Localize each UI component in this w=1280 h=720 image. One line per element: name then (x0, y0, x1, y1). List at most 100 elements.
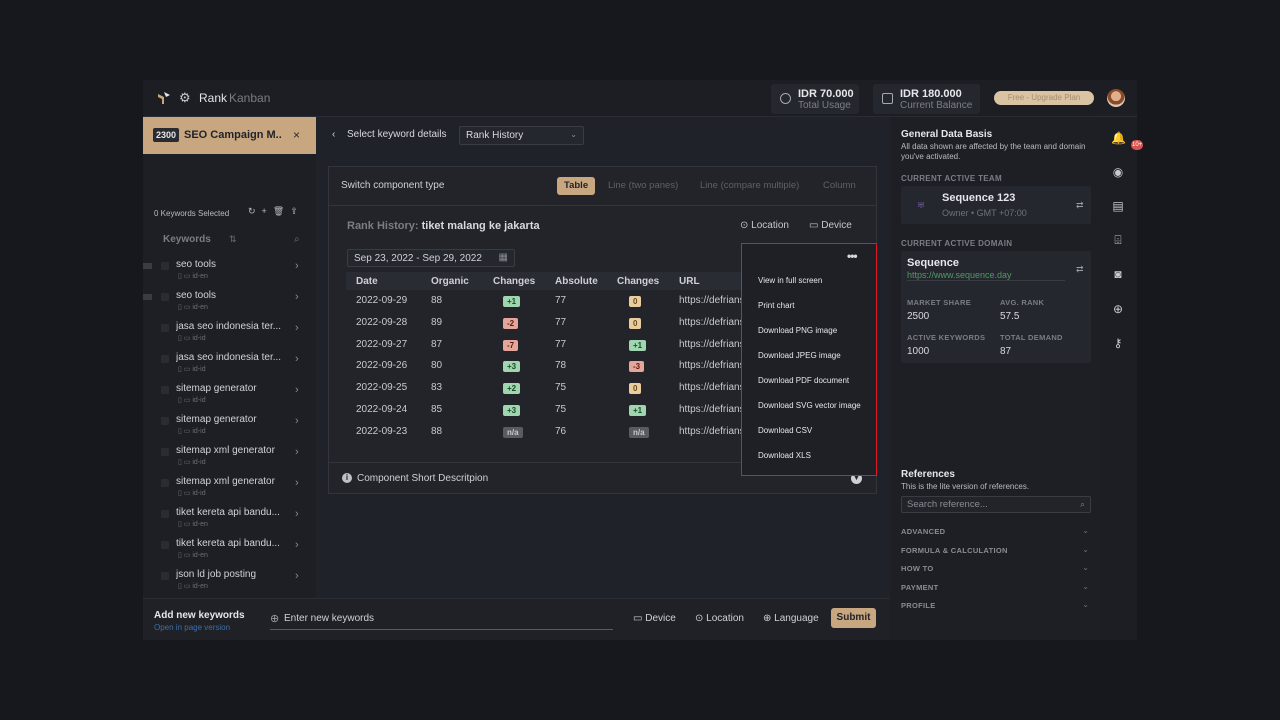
back-chevron-icon[interactable]: ‹ (332, 129, 336, 140)
more-icon[interactable]: ••• (847, 249, 858, 263)
list-item[interactable]: jasa seo indonesia ter... ▯ ▭ id-id › (143, 348, 316, 379)
cell-url[interactable]: https://defriansy (679, 403, 750, 415)
share-icon[interactable]: ⇪ (290, 206, 304, 216)
menu-item[interactable]: Download CSV (758, 426, 813, 435)
accordion-item[interactable]: FORMULA & CALCULATION ⌄ (901, 545, 1091, 559)
undo-icon[interactable]: ↻ (248, 206, 262, 216)
switch-domain-icon[interactable]: ⇄ (1076, 264, 1084, 274)
chevron-right-icon[interactable]: › (295, 446, 299, 458)
cell-url[interactable]: https://defriansy (679, 360, 750, 372)
list-item[interactable]: tiket kereta api bandu... ▯ ▭ id-en › (143, 503, 316, 534)
keyword-checkbox[interactable] (161, 355, 169, 363)
keyword-checkbox[interactable] (161, 386, 169, 394)
accordion-item[interactable]: PAYMENT ⌄ (901, 582, 1091, 596)
chevron-right-icon[interactable]: › (295, 384, 299, 396)
menu-item[interactable]: Download JPEG image (758, 351, 841, 360)
list-item[interactable]: seo tools ▯ ▭ id-en › (143, 286, 316, 317)
close-icon[interactable]: × (293, 128, 301, 142)
list-item[interactable]: json ld job posting ▯ ▭ id-en › (143, 565, 316, 596)
menu-item[interactable]: Download PDF document (758, 376, 850, 385)
nav-kanban[interactable]: Kanban (229, 91, 271, 105)
tab-line-compare-multiple[interactable]: Line (compare multiple) (700, 180, 800, 191)
chevron-right-icon[interactable]: › (295, 477, 299, 489)
keyword-checkbox[interactable] (161, 510, 169, 518)
chevron-down-circle-icon[interactable]: ▼ (851, 473, 862, 484)
list-item[interactable]: sitemap xml generator ▯ ▭ id-id › (143, 472, 316, 503)
keyword-checkbox[interactable] (161, 572, 169, 580)
date-range-picker[interactable]: Sep 23, 2022 - Sep 29, 2022 ▦ (347, 249, 515, 267)
chevron-right-icon[interactable]: › (295, 570, 299, 582)
chevron-right-icon[interactable]: › (295, 353, 299, 365)
trash-icon[interactable]: 🗑 (272, 206, 291, 216)
nav-rank[interactable]: Rank (199, 91, 228, 105)
component-description-bar[interactable]: i Component Short Descritpion ▼ (329, 462, 876, 493)
keyword-checkbox[interactable] (161, 541, 169, 549)
menu-item[interactable]: Download PNG image (758, 326, 838, 335)
submit-button[interactable]: Submit (831, 608, 876, 628)
col-date[interactable]: Date (356, 276, 378, 287)
keyword-checkbox[interactable] (161, 448, 169, 456)
eye-icon[interactable]: ◉ (1112, 165, 1124, 179)
keyword-checkbox[interactable] (161, 479, 169, 487)
accordion-item[interactable]: ADVANCED ⌄ (901, 526, 1091, 540)
menu-item[interactable]: View in full screen (758, 276, 823, 285)
device-filter[interactable]: ▭ Device (809, 220, 852, 231)
plus-icon[interactable]: + (261, 206, 273, 216)
gear-icon[interactable]: ⚙ (179, 90, 191, 105)
app-logo-icon[interactable] (157, 91, 171, 105)
col-changes-absolute[interactable]: Changes (617, 276, 660, 287)
clipboard-icon[interactable]: ▤ (1112, 199, 1124, 213)
list-item[interactable]: sitemap generator ▯ ▭ id-id › (143, 379, 316, 410)
chevron-right-icon[interactable]: › (295, 260, 299, 272)
search-icon[interactable]: ⌕ (1079, 499, 1085, 509)
cell-url[interactable]: https://defriansy (679, 382, 750, 394)
keyword-checkbox[interactable] (161, 262, 169, 270)
table-row[interactable]: 2022-09-26 80 +3 78 -3 https://defriansy (346, 355, 766, 377)
list-item[interactable]: seo tools ▯ ▭ id-en › (143, 255, 316, 286)
col-url[interactable]: URL (679, 276, 700, 287)
upgrade-plan-button[interactable]: Free - Upgrade Plan (994, 91, 1094, 105)
chevron-right-icon[interactable]: › (295, 539, 299, 551)
accordion-item[interactable]: HOW TO ⌄ (901, 563, 1091, 577)
tab-table[interactable]: Table (557, 177, 596, 195)
cell-url[interactable]: https://defriansy (679, 425, 750, 437)
table-row[interactable]: 2022-09-23 88 n/a 76 n/a https://defriansy (346, 421, 766, 443)
list-item[interactable]: sitemap generator ▯ ▭ id-id › (143, 410, 316, 441)
bottom-location-option[interactable]: ⊙ Location (695, 613, 744, 624)
keyword-checkbox[interactable] (161, 324, 169, 332)
list-item[interactable]: tiket kereta api bandu... ▯ ▭ id-en › (143, 534, 316, 565)
search-icon[interactable]: ⌕ (294, 234, 300, 245)
sort-icon[interactable]: ⇅ (229, 234, 237, 244)
tab-line-two-panes[interactable]: Line (two panes) (608, 180, 679, 191)
table-row[interactable]: 2022-09-24 85 +3 75 +1 https://defriansy (346, 399, 766, 421)
accordion-item[interactable]: PROFILE ⌄ (901, 600, 1091, 614)
campaign-header[interactable]: 2300 SEO Campaign M.. × (143, 117, 316, 154)
menu-item[interactable]: Download XLS (758, 451, 811, 460)
tab-column[interactable]: Column (823, 180, 856, 191)
table-row[interactable]: 2022-09-28 89 -2 77 0 https://defriansy (346, 312, 766, 334)
code-icon[interactable]: ⌹ (1114, 233, 1122, 247)
new-keywords-input[interactable] (284, 610, 604, 626)
key-icon[interactable]: ⚷ (1113, 336, 1123, 350)
cell-url[interactable]: https://defriansy (679, 316, 750, 328)
menu-item[interactable]: Download SVG vector image (758, 401, 861, 410)
col-organic[interactable]: Organic (431, 276, 469, 287)
camera-icon[interactable]: ◙ (1114, 267, 1122, 281)
bottom-device-option[interactable]: ▭ Device (633, 613, 676, 624)
keyword-checkbox[interactable] (161, 417, 169, 425)
open-page-version-link[interactable]: Open in page version (154, 623, 231, 632)
menu-item[interactable]: Print chart (758, 301, 795, 310)
table-row[interactable]: 2022-09-29 88 +1 77 0 https://defriansy (346, 290, 766, 312)
bottom-language-option[interactable]: ⊕ Language (763, 613, 819, 624)
list-item[interactable]: sitemap xml generator ▯ ▭ id-id › (143, 441, 316, 472)
chevron-right-icon[interactable]: › (295, 291, 299, 303)
chevron-right-icon[interactable]: › (295, 508, 299, 520)
table-row[interactable]: 2022-09-27 87 -7 77 +1 https://defriansy (346, 334, 766, 356)
cell-url[interactable]: https://defriansy (679, 338, 750, 350)
keyword-checkbox[interactable] (161, 293, 169, 301)
avatar[interactable] (1107, 89, 1125, 107)
table-row[interactable]: 2022-09-25 83 +2 75 0 https://defriansy (346, 377, 766, 399)
col-changes-organic[interactable]: Changes (493, 276, 536, 287)
chevron-right-icon[interactable]: › (295, 415, 299, 427)
bell-icon[interactable]: 🔔 10+ (1111, 131, 1144, 150)
